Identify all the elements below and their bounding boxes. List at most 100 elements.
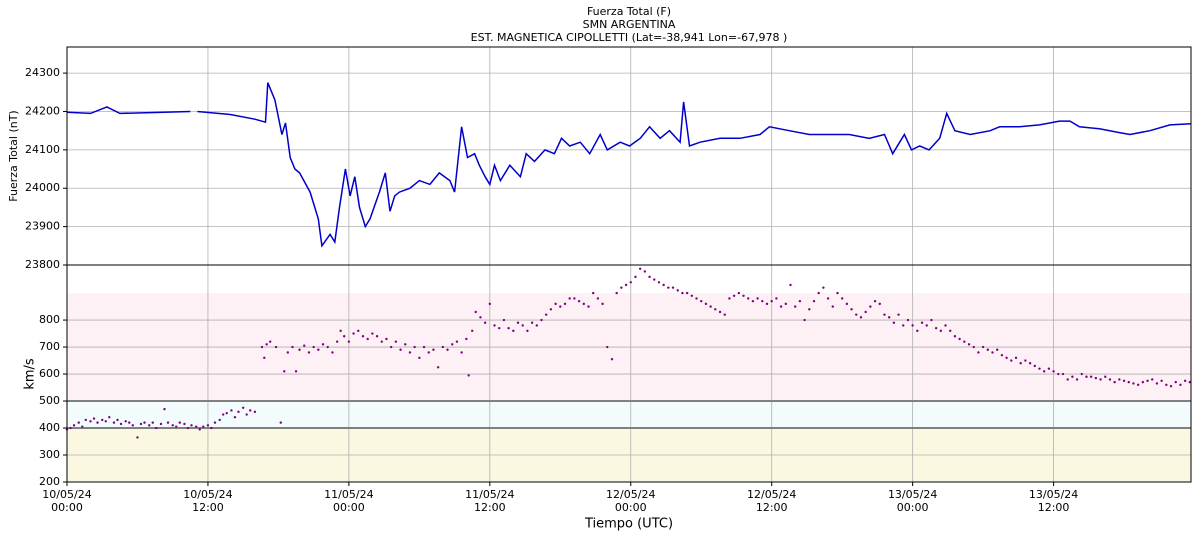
data-point — [573, 297, 576, 300]
data-point — [1094, 376, 1098, 380]
data-point — [662, 283, 665, 287]
data-point — [92, 417, 96, 420]
data-point — [1151, 378, 1154, 381]
data-point — [294, 370, 298, 373]
data-point — [883, 313, 886, 316]
data-point — [166, 421, 170, 424]
data-point — [81, 425, 84, 428]
data-point — [1014, 356, 1018, 360]
data-point — [265, 343, 268, 346]
data-point — [1155, 382, 1159, 385]
data-point — [1183, 379, 1187, 382]
data-point — [714, 308, 717, 311]
data-point — [84, 418, 87, 422]
data-point — [925, 324, 928, 327]
data-point — [1019, 362, 1022, 365]
axes-frame — [66, 264, 1192, 483]
data-point — [404, 343, 407, 346]
data-point — [817, 291, 820, 295]
data-point — [615, 291, 618, 295]
data-point — [210, 426, 213, 430]
data-point — [143, 421, 146, 424]
data-point — [375, 335, 379, 338]
data-point — [648, 275, 651, 279]
data-point — [385, 337, 388, 341]
data-point — [784, 302, 787, 306]
data-point — [198, 428, 201, 431]
data-point — [202, 425, 205, 428]
data-point — [159, 422, 163, 426]
data-point — [1165, 383, 1168, 387]
data-point — [812, 299, 816, 303]
data-point — [535, 324, 539, 327]
y-axis-label: Fuerza Total (nT) — [7, 110, 20, 201]
data-point — [836, 291, 839, 295]
data-point — [291, 345, 294, 349]
data-point — [1080, 372, 1083, 376]
band — [67, 401, 1191, 429]
data-point — [1099, 378, 1102, 381]
data-point — [949, 329, 952, 333]
data-point — [601, 302, 604, 306]
data-point — [1052, 370, 1055, 373]
data-point — [1089, 375, 1093, 378]
data-point — [183, 422, 186, 426]
data-point — [634, 275, 637, 279]
data-point — [991, 351, 994, 354]
axes-frame — [66, 46, 1192, 266]
data-point — [897, 313, 900, 316]
data-point — [690, 294, 694, 297]
data-point — [1000, 353, 1004, 357]
data-point — [347, 340, 351, 343]
data-point — [298, 348, 301, 351]
data-point — [467, 374, 470, 377]
data-point — [732, 294, 736, 297]
data-point — [380, 340, 383, 343]
data-point — [274, 345, 278, 349]
data-point — [582, 302, 585, 306]
data-point — [451, 343, 454, 346]
data-point — [624, 283, 628, 287]
data-point — [186, 426, 190, 430]
chart-subtitle: EST. MAGNETICA CIPOLLETTI (Lat=-38,941 L… — [471, 31, 788, 44]
data-point — [151, 421, 154, 424]
data-point — [596, 297, 600, 300]
chart-subtitle: SMN ARGENTINA — [583, 18, 676, 31]
data-point — [873, 299, 877, 303]
data-point — [1010, 359, 1013, 362]
data-point — [1038, 367, 1041, 370]
data-point — [916, 329, 919, 333]
y-tick-label: 23900 — [25, 220, 60, 233]
y-tick-label: 23800 — [25, 258, 60, 271]
data-point — [723, 313, 726, 316]
data-point — [765, 302, 769, 306]
data-point — [335, 340, 339, 343]
data-point — [148, 424, 151, 427]
data-point — [554, 302, 557, 306]
data-point — [163, 407, 166, 411]
data-point — [512, 329, 515, 333]
data-point — [389, 345, 393, 349]
data-point — [1146, 379, 1149, 382]
data-point — [671, 286, 675, 289]
data-point — [155, 426, 158, 430]
x-tick-label: 12/05/24 00:00 — [606, 488, 656, 514]
data-point — [233, 416, 237, 419]
data-point — [996, 348, 999, 351]
x-tick-label: 13/05/24 12:00 — [1028, 488, 1079, 514]
data-point — [190, 424, 193, 427]
data-point — [317, 348, 320, 351]
data-point — [283, 370, 286, 373]
data-point — [245, 413, 248, 416]
data-point — [432, 348, 435, 351]
data-point — [69, 426, 72, 430]
data-point — [471, 329, 474, 333]
data-point — [394, 340, 398, 343]
data-point — [934, 326, 938, 330]
data-point — [108, 416, 111, 419]
data-point — [859, 316, 863, 319]
x-tick-label: 11/05/24 12:00 — [465, 488, 515, 514]
data-point — [112, 421, 116, 424]
data-point — [128, 421, 131, 424]
